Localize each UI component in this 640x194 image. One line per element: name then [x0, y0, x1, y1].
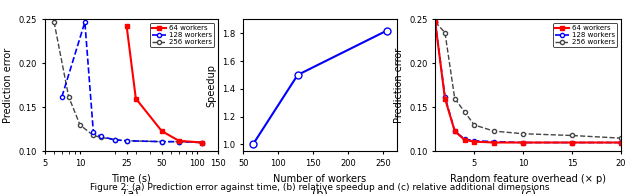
128 workers [490, 140, 498, 143]
64 workers [461, 139, 468, 141]
64 workers [441, 97, 449, 100]
Line: 64 workers: 64 workers [433, 20, 623, 145]
256 workers [451, 97, 459, 100]
64 workers [568, 141, 576, 144]
Line: 64 workers: 64 workers [125, 23, 204, 145]
64 workers [158, 130, 166, 132]
128 workers [568, 141, 576, 144]
256 workers [76, 124, 84, 126]
Line: 256 workers: 256 workers [52, 20, 204, 145]
128 workers [111, 139, 119, 141]
Y-axis label: Speedup: Speedup [207, 64, 217, 107]
64 workers [198, 141, 205, 144]
256 workers [65, 96, 72, 98]
128 workers [81, 21, 89, 23]
256 workers [568, 134, 576, 137]
Line: 128 workers: 128 workers [60, 20, 204, 145]
256 workers [90, 134, 97, 137]
128 workers [198, 141, 205, 144]
256 workers [198, 141, 205, 144]
256 workers [461, 111, 468, 113]
128 workers [441, 96, 449, 98]
256 workers [123, 140, 131, 142]
128 workers [431, 21, 439, 23]
256 workers [111, 139, 119, 141]
Text: (c): (c) [520, 188, 536, 194]
Legend: 64 workers, 128 workers, 256 workers: 64 workers, 128 workers, 256 workers [554, 23, 618, 47]
128 workers [451, 130, 459, 132]
Y-axis label: Prediction error: Prediction error [3, 48, 13, 123]
256 workers [490, 130, 498, 132]
256 workers [470, 124, 478, 126]
256 workers [441, 31, 449, 34]
Line: 256 workers: 256 workers [433, 20, 623, 140]
128 workers [90, 131, 97, 133]
Legend: 64 workers, 128 workers, 256 workers: 64 workers, 128 workers, 256 workers [150, 23, 214, 47]
64 workers [470, 140, 478, 143]
Text: (b): (b) [312, 188, 328, 194]
128 workers [470, 140, 478, 142]
256 workers [50, 21, 58, 23]
64 workers [617, 141, 625, 144]
64 workers [490, 141, 498, 144]
64 workers [451, 130, 459, 132]
128 workers [58, 96, 66, 98]
256 workers [158, 140, 166, 143]
64 workers [431, 21, 439, 23]
128 workers [617, 141, 625, 144]
256 workers [617, 137, 625, 139]
128 workers [519, 141, 527, 144]
X-axis label: Number of workers: Number of workers [273, 173, 367, 184]
X-axis label: Random feature overhead (× p): Random feature overhead (× p) [450, 173, 606, 184]
128 workers [461, 138, 468, 140]
256 workers [97, 136, 104, 138]
128 workers [175, 140, 182, 143]
Text: (a): (a) [124, 188, 139, 194]
64 workers [123, 24, 131, 27]
256 workers [175, 140, 182, 143]
64 workers [519, 141, 527, 144]
256 workers [519, 133, 527, 135]
Y-axis label: Prediction error: Prediction error [394, 48, 404, 123]
256 workers [431, 21, 439, 23]
128 workers [97, 135, 104, 138]
Line: 128 workers: 128 workers [433, 20, 623, 145]
X-axis label: Time (s): Time (s) [111, 173, 151, 184]
Text: Figure 2: (a) Prediction error against time, (b) relative speedup and (c) relati: Figure 2: (a) Prediction error against t… [90, 183, 550, 192]
128 workers [123, 140, 131, 142]
64 workers [132, 97, 140, 100]
64 workers [175, 140, 182, 142]
128 workers [158, 140, 166, 143]
